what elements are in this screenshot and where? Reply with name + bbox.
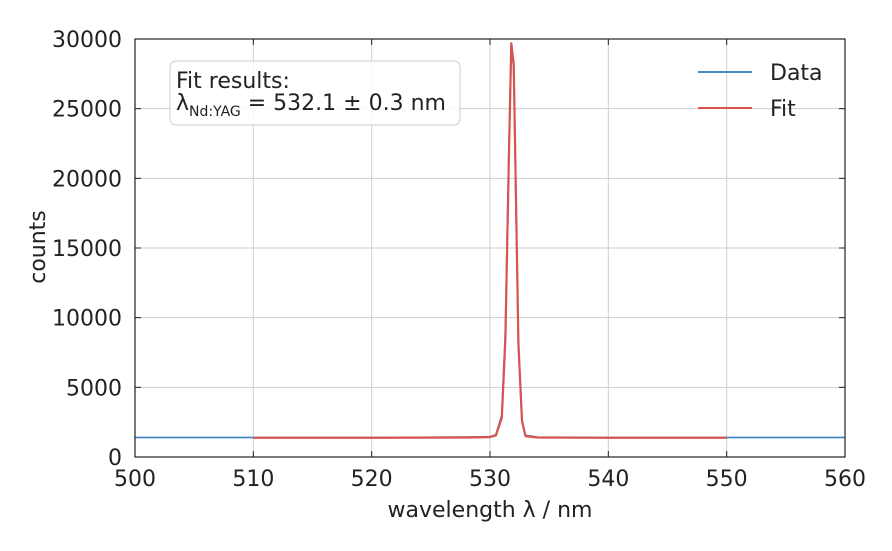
y-tick-label: 10000 bbox=[52, 307, 122, 332]
legend-label-fit: Fit bbox=[770, 97, 796, 122]
x-tick-label: 520 bbox=[351, 467, 393, 492]
y-tick-label: 5000 bbox=[66, 376, 122, 401]
x-axis-label: wavelength λ / nm bbox=[388, 498, 593, 523]
x-tick-label: 560 bbox=[824, 467, 866, 492]
annotation-box bbox=[169, 60, 461, 126]
y-axis-ticks: 0 5000 10000 15000 20000 25000 30000 bbox=[52, 28, 845, 471]
fit-results-annotation: Fit results: λNd:YAG = 532.1 ± 0.3 nm bbox=[169, 60, 461, 126]
legend-label-data: Data bbox=[770, 61, 823, 86]
y-tick-label: 25000 bbox=[52, 98, 122, 123]
series-line-fit bbox=[253, 42, 727, 439]
annotation-subscript: Nd:YAG bbox=[189, 104, 241, 120]
y-axis-label: counts bbox=[26, 210, 51, 284]
y-tick-label: 20000 bbox=[52, 167, 122, 192]
x-tick-label: 550 bbox=[706, 467, 748, 492]
x-tick-label: 500 bbox=[114, 467, 156, 492]
x-axis-ticks: 500 510 520 530 540 550 560 bbox=[114, 39, 866, 492]
y-tick-label: 0 bbox=[108, 446, 122, 471]
x-tick-label: 530 bbox=[469, 467, 511, 492]
y-tick-label: 15000 bbox=[52, 237, 122, 262]
series-lines bbox=[135, 42, 845, 439]
annotation-symbol: λ bbox=[176, 91, 189, 116]
annotation-value: = 532.1 ± 0.3 nm bbox=[241, 91, 446, 116]
annotation-title: Fit results: bbox=[176, 69, 290, 94]
x-tick-label: 510 bbox=[232, 467, 274, 492]
x-tick-label: 540 bbox=[587, 467, 629, 492]
annotation-result: λNd:YAG = 532.1 ± 0.3 nm bbox=[176, 91, 446, 120]
plot-frame bbox=[134, 38, 846, 458]
y-tick-label: 30000 bbox=[52, 28, 122, 53]
legend: Data Fit bbox=[698, 61, 823, 122]
